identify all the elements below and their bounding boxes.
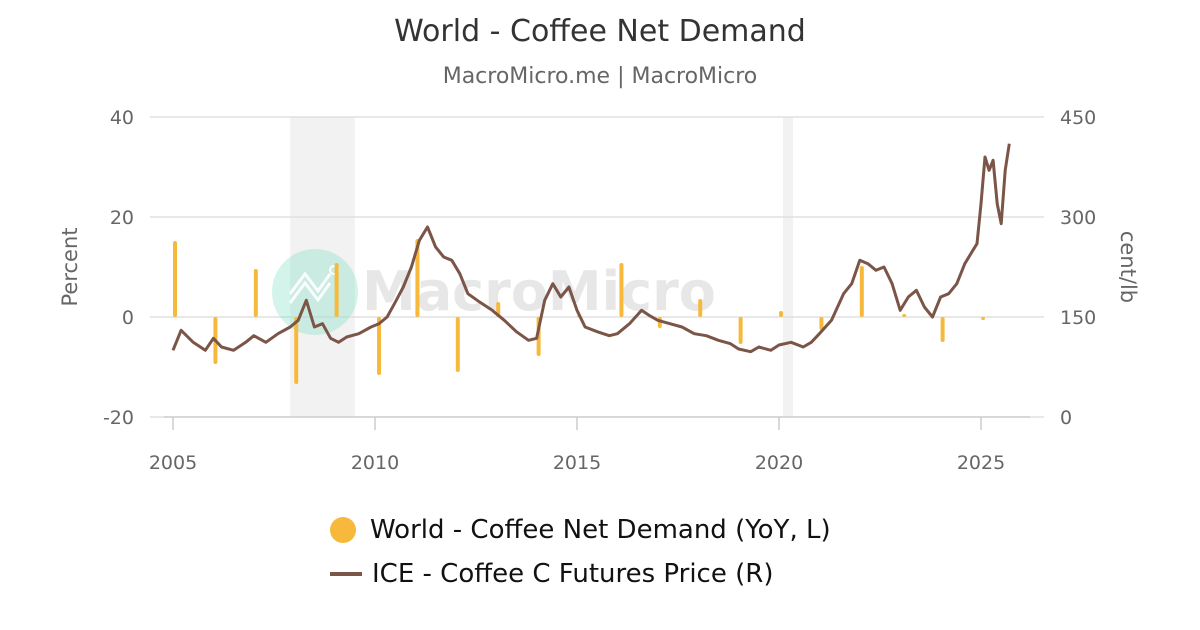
chart-plot: MacroMicro 40 20 0 -20 450 300 150 0 200… [58,107,1140,474]
recession-shading [290,117,794,417]
right-tick-150: 150 [1060,307,1096,329]
right-axis-title: cent/lb [1116,231,1140,303]
x-tick-2025: 2025 [957,452,1005,474]
x-axis-ticks: 2005 2010 2015 2020 2025 [149,452,1005,474]
chart-subtitle: MacroMicro.me | MacroMicro [442,64,758,89]
right-tick-0: 0 [1060,407,1072,429]
right-tick-300: 300 [1060,207,1096,229]
x-tick-2015: 2015 [553,452,601,474]
legend: World - Coffee Net Demand (YoY, L) ICE -… [330,508,831,596]
watermark-text: MacroMicro [362,260,716,323]
left-axis-ticks: 40 20 0 -20 [103,107,134,429]
gridlines [150,116,1044,430]
left-tick-40: 40 [110,107,134,129]
x-tick-2020: 2020 [755,452,803,474]
net-demand-bars [173,239,986,384]
x-tick-2010: 2010 [351,452,399,474]
legend-item-net-demand[interactable]: World - Coffee Net Demand (YoY, L) [330,508,831,552]
right-tick-450: 450 [1060,107,1096,129]
legend-item-futures-price[interactable]: ICE - Coffee C Futures Price (R) [330,552,831,596]
futures-price-line [171,143,1011,354]
left-axis-title: Percent [58,227,82,306]
left-tick-0: 0 [122,307,134,329]
legend-label-futures-price: ICE - Coffee C Futures Price (R) [372,559,774,589]
chart-title: World - Coffee Net Demand [394,14,806,49]
legend-label-net-demand: World - Coffee Net Demand (YoY, L) [370,515,831,545]
circle-marker-icon [330,517,356,543]
left-tick-neg20: -20 [103,407,134,429]
x-tick-2005: 2005 [149,452,197,474]
line-marker-icon [330,572,362,576]
right-axis-ticks: 450 300 150 0 [1060,107,1096,429]
left-tick-20: 20 [110,207,134,229]
